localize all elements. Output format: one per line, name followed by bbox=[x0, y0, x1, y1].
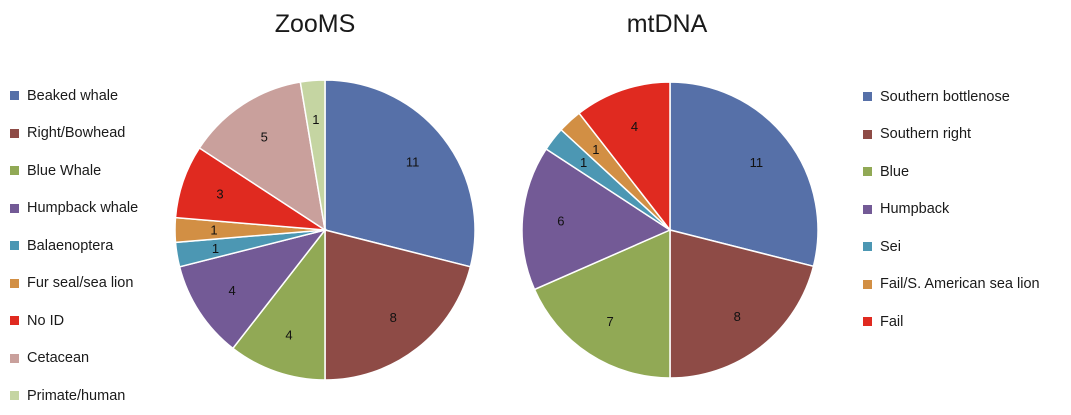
zooms-legend-swatch-humpback-whale bbox=[10, 203, 19, 213]
zooms-legend-item-balaenoptera: Balaenoptera bbox=[10, 227, 138, 265]
zooms-slice-value-right-bowhead: 8 bbox=[390, 310, 397, 325]
mtdna-legend-label-fail-s-american-sea-lion: Fail/S. American sea lion bbox=[880, 276, 1040, 293]
zooms-legend-label-balaenoptera: Balaenoptera bbox=[27, 237, 114, 254]
zooms-legend-swatch-cetacean bbox=[10, 353, 19, 363]
zooms-slice-humpback-whale bbox=[178, 228, 327, 350]
mtdna-slice-value-sei: 1 bbox=[580, 155, 587, 170]
zooms-slice-beaked-whale bbox=[324, 79, 476, 268]
zooms-legend-label-humpback-whale: Humpback whale bbox=[27, 200, 139, 217]
mtdna-legend: Southern bottlenose Southern right Blue Hum… bbox=[863, 78, 1040, 341]
mtdna-legend-swatch-fail bbox=[863, 317, 872, 327]
mtdna-chart-title: mtDNA bbox=[626, 10, 708, 38]
zooms-chart-title: ZooMS bbox=[274, 10, 356, 38]
mtdna-legend-label-humpback: Humpback bbox=[880, 201, 950, 218]
mtdna-legend-swatch-southern-bottlenose bbox=[863, 92, 872, 102]
zooms-slice-value-blue-whale: 4 bbox=[285, 327, 292, 342]
mtdna-legend-label-blue: Blue bbox=[880, 163, 910, 180]
mtdna-pie: 11 8 7 6 11 4 bbox=[521, 81, 819, 379]
mtdna-slice-value-fail: 4 bbox=[631, 119, 638, 134]
mtdna-slice-fail bbox=[578, 81, 671, 233]
mtdna-legend-item-fail: Fail bbox=[863, 303, 1040, 341]
mtdna-legend-swatch-blue bbox=[863, 167, 872, 177]
mtdna-legend-item-fail-s-american-sea-lion: Fail/S. American sea lion bbox=[863, 266, 1040, 304]
mtdna-legend-swatch-humpback bbox=[863, 204, 872, 214]
mtdna-legend-swatch-southern-right bbox=[863, 129, 872, 139]
zooms-slice-primate-human bbox=[299, 79, 326, 231]
zooms-slice-value-beaked-whale: 11 bbox=[406, 154, 420, 169]
zooms-slice-value-humpback-whale: 4 bbox=[228, 283, 235, 298]
mtdna-legend-item-sei: Sei bbox=[863, 228, 1040, 266]
zooms-legend: Beaked whale Right/Bowhead Blue Whale Humpb… bbox=[10, 77, 138, 415]
mtdna-legend-item-blue: Blue bbox=[863, 153, 1040, 191]
mtdna-slice-value-fail-s-american-sea-lion: 1 bbox=[592, 142, 599, 157]
zooms-legend-label-fur-seal-sea-lion: Fur seal/sea lion bbox=[27, 275, 134, 292]
zooms-legend-label-primate-human: Primate/human bbox=[27, 387, 126, 404]
zooms-legend-item-right-bowhead: Right/Bowhead bbox=[10, 115, 138, 153]
zooms-legend-item-primate-human: Primate/human bbox=[10, 377, 138, 415]
zooms-legend-label-blue-whale: Blue Whale bbox=[27, 162, 102, 179]
zooms-legend-item-blue-whale: Blue Whale bbox=[10, 152, 138, 190]
mtdna-slice-value-humpback: 6 bbox=[557, 213, 564, 228]
zooms-legend-swatch-balaenoptera bbox=[10, 241, 19, 251]
zooms-legend-label-beaked-whale: Beaked whale bbox=[27, 87, 119, 104]
zooms-legend-label-cetacean: Cetacean bbox=[27, 350, 90, 367]
mtdna-legend-swatch-sei bbox=[863, 242, 872, 252]
zooms-legend-swatch-blue-whale bbox=[10, 166, 19, 176]
zooms-legend-item-no-id: No ID bbox=[10, 302, 138, 340]
zooms-legend-item-fur-seal-sea-lion: Fur seal/sea lion bbox=[10, 265, 138, 303]
mtdna-legend-label-sei: Sei bbox=[880, 238, 901, 255]
mtdna-legend-label-southern-right: Southern right bbox=[880, 126, 972, 143]
mtdna-legend-item-southern-bottlenose: Southern bottlenose bbox=[863, 78, 1040, 116]
zooms-legend-swatch-fur-seal-sea-lion bbox=[10, 278, 19, 288]
zooms-slice-blue-whale bbox=[231, 227, 326, 381]
zooms-legend-swatch-beaked-whale bbox=[10, 91, 19, 101]
mtdna-slice-value-blue: 7 bbox=[606, 314, 613, 329]
mtdna-legend-label-southern-bottlenose: Southern bottlenose bbox=[880, 88, 1010, 105]
zooms-legend-swatch-right-bowhead bbox=[10, 128, 19, 138]
zooms-slice-value-fur-seal-sea-lion: 1 bbox=[210, 223, 217, 238]
zooms-slice-value-cetacean: 5 bbox=[261, 130, 268, 145]
mtdna-slice-value-southern-bottlenose: 11 bbox=[750, 155, 764, 170]
mtdna-slice-value-southern-right: 8 bbox=[734, 309, 741, 324]
mtdna-legend-item-southern-right: Southern right bbox=[863, 116, 1040, 154]
mtdna-legend-label-fail: Fail bbox=[880, 313, 904, 330]
zooms-slice-value-balaenoptera: 1 bbox=[212, 241, 219, 256]
zooms-slice-value-no-id: 3 bbox=[216, 186, 223, 201]
mtdna-slice-southern-bottlenose bbox=[669, 81, 819, 268]
zooms-chart: ZooMS Beaked whale Right/Bowhead Blue Whal… bbox=[0, 0, 520, 404]
zooms-legend-swatch-primate-human bbox=[10, 391, 19, 401]
zooms-legend-item-beaked-whale: Beaked whale bbox=[10, 77, 138, 115]
mtdna-slice-humpback bbox=[521, 148, 672, 291]
mtdna-legend-swatch-fail-s-american-sea-lion bbox=[863, 279, 872, 289]
mtdna-slice-blue bbox=[533, 228, 671, 379]
zooms-slice-value-primate-human: 1 bbox=[312, 112, 319, 127]
zooms-legend-item-humpback-whale: Humpback whale bbox=[10, 190, 138, 228]
zooms-legend-swatch-no-id bbox=[10, 316, 19, 326]
mtdna-chart: mtDNA Southern bottlenose Southern right B… bbox=[520, 0, 1071, 397]
mtdna-slice-southern-right bbox=[669, 229, 815, 379]
zooms-slice-cetacean bbox=[198, 81, 327, 232]
mtdna-legend-item-humpback: Humpback bbox=[863, 191, 1040, 229]
zooms-legend-label-no-id: No ID bbox=[27, 312, 65, 329]
zooms-legend-item-cetacean: Cetacean bbox=[10, 340, 138, 378]
zooms-slice-right-bowhead bbox=[324, 229, 472, 381]
zooms-legend-label-right-bowhead: Right/Bowhead bbox=[27, 125, 126, 142]
